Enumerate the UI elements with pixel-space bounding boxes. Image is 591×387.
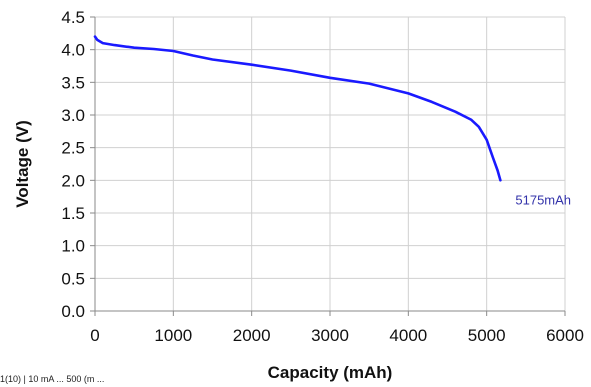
x-tick-label: 0 (90, 326, 99, 345)
y-tick-label: 0.5 (61, 269, 85, 288)
axes (90, 16, 566, 316)
x-tick-label: 3000 (311, 326, 349, 345)
footnote: 1(10) | 10 mA ... 500 (m ... (0, 374, 105, 384)
y-tick-label: 3.5 (61, 73, 85, 92)
y-tick-label: 4.5 (61, 8, 85, 27)
y-tick-label: 0.0 (61, 302, 85, 321)
y-tick-label: 1.5 (61, 204, 85, 223)
x-axis-title: Capacity (mAh) (268, 363, 393, 382)
x-tick-label: 5000 (468, 326, 506, 345)
y-tick-label: 2.5 (61, 139, 85, 158)
tick-labels: 0.0 0.5 1.0 1.5 2.0 2.5 3.0 3.5 4.0 4.5 0 1000 2000 3… (61, 8, 584, 345)
annotation-label: 5175mAh (515, 192, 571, 207)
y-tick-label: 3.0 (61, 106, 85, 125)
series-line (93, 35, 502, 182)
y-tick-label: 1.0 (61, 237, 85, 256)
y-tick-label: 2.0 (61, 171, 85, 190)
x-tick-label: 1000 (154, 326, 192, 345)
y-tick-label: 4.0 (61, 41, 85, 60)
y-axis-title: Voltage (V) (13, 120, 32, 208)
x-tick-label: 4000 (389, 326, 427, 345)
x-tick-label: 6000 (546, 326, 584, 345)
x-tick-label: 2000 (233, 326, 271, 345)
